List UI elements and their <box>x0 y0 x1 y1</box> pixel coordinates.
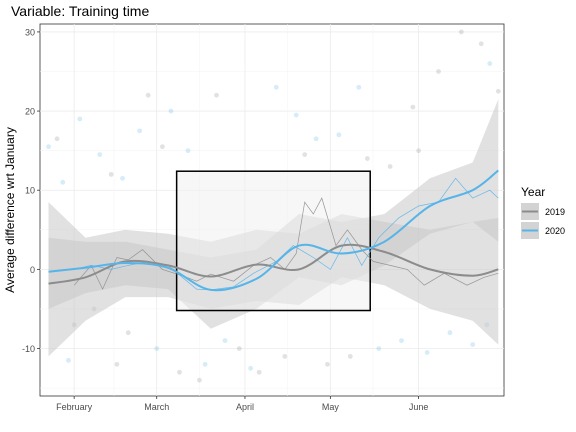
scatter-point <box>60 179 66 185</box>
x-tick-label-april: April <box>236 402 254 412</box>
scatter-point <box>313 136 319 142</box>
scatter-point <box>376 346 382 351</box>
scatter-point <box>137 128 143 134</box>
smooth-lines <box>48 169 499 292</box>
scatter-point <box>495 88 501 94</box>
highlight-region <box>175 170 371 312</box>
scatter-point <box>97 152 103 157</box>
scatter-point <box>470 342 476 347</box>
scatter-point <box>399 338 404 343</box>
scatter-point <box>347 354 353 359</box>
scatter-point <box>424 350 430 355</box>
scatter-point <box>125 330 131 336</box>
scatter-point <box>46 144 51 150</box>
raw-line-2019 <box>73 197 499 290</box>
scatter-point <box>248 365 254 371</box>
axes: -10 0 10 20 30 February March April May June <box>22 27 428 412</box>
scatter-point <box>54 136 60 142</box>
scatter-point <box>114 361 120 367</box>
scatter-point <box>282 354 288 359</box>
scatter-point <box>168 108 174 114</box>
scatter-point <box>108 171 114 177</box>
scatter-point <box>436 69 441 74</box>
scatter-point <box>256 369 262 375</box>
scatter-point <box>197 377 202 383</box>
smooth-line-2020 <box>48 169 499 292</box>
scatter-point <box>293 112 299 118</box>
legend: Year 2019 2020 <box>521 185 565 239</box>
y-tick-label: 20 <box>25 107 35 117</box>
legend-label-2020: 2020 <box>545 226 565 236</box>
scatter-point <box>185 148 191 154</box>
scatter-point <box>236 346 242 351</box>
x-tick-label-may: May <box>322 402 340 412</box>
scatter-point <box>120 175 125 181</box>
scatter-point <box>364 156 370 161</box>
legend-title: Year <box>521 185 545 199</box>
x-tick-label-march: March <box>144 402 169 412</box>
scatter-point <box>66 357 71 363</box>
scatter-point <box>410 104 416 110</box>
scatter-point <box>458 29 464 35</box>
scatter-point <box>387 164 393 169</box>
chart-title: Variable: Training time <box>11 3 149 19</box>
scatter-point <box>487 61 493 66</box>
y-tick-label: -10 <box>22 344 35 354</box>
scatter-point <box>154 346 160 351</box>
y-tick-label: 0 <box>30 265 35 275</box>
y-tick-label: 10 <box>25 186 35 196</box>
x-tick-label-june: June <box>409 402 429 412</box>
x-tick-label-february: February <box>56 402 93 412</box>
scatter-point <box>447 330 453 336</box>
scatter-point <box>222 338 228 343</box>
confidence-band-2020 <box>48 99 499 329</box>
scatter-point <box>336 132 342 138</box>
scatter-point <box>478 41 484 47</box>
y-tick-label: 30 <box>25 27 35 37</box>
scatter-point <box>356 84 362 90</box>
scatter-point <box>214 92 219 98</box>
y-axis-label: Average difference wrt January <box>3 127 17 293</box>
scatter-point <box>160 144 165 150</box>
highlight-box <box>175 170 371 312</box>
scatter-point <box>302 152 308 157</box>
scatter-point <box>202 361 208 367</box>
legend-label-2019: 2019 <box>545 207 565 217</box>
scatter-point <box>325 361 330 367</box>
scatter-point <box>273 84 279 90</box>
scatter-point <box>145 92 151 98</box>
scatter-point <box>77 116 83 122</box>
scatter-point <box>416 148 422 154</box>
scatter-point <box>177 369 182 375</box>
